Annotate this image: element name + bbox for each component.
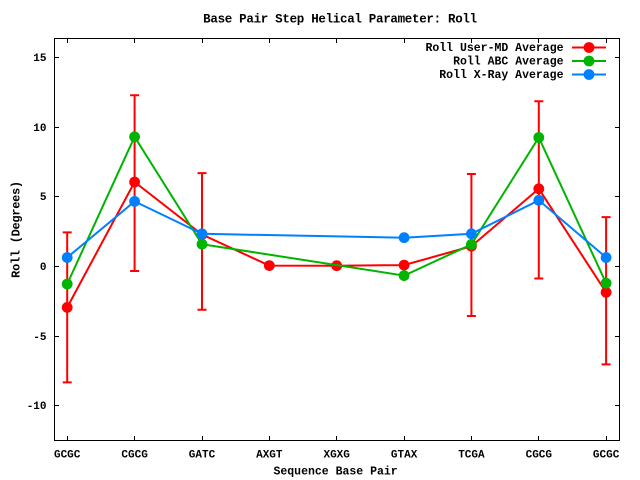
svg-text:TCGA: TCGA (458, 450, 485, 462)
svg-text:GATC: GATC (189, 450, 216, 462)
svg-text:AXGT: AXGT (256, 450, 283, 462)
svg-text:GCGC: GCGC (593, 450, 620, 462)
svg-text:0: 0 (40, 262, 47, 274)
svg-text:Roll User-MD Average: Roll User-MD Average (425, 42, 563, 55)
svg-text:Roll (Degrees): Roll (Degrees) (10, 181, 24, 278)
svg-text:GTAX: GTAX (391, 450, 418, 462)
svg-text:XGXG: XGXG (323, 450, 350, 462)
svg-text:-10: -10 (27, 401, 47, 413)
svg-text:CGCG: CGCG (121, 450, 148, 462)
svg-text:Roll X-Ray Average: Roll X-Ray Average (439, 69, 563, 82)
svg-text:Roll ABC Average: Roll ABC Average (453, 56, 564, 69)
svg-text:5: 5 (40, 192, 47, 204)
svg-text:Sequence Base Pair: Sequence Base Pair (273, 466, 397, 479)
svg-text:10: 10 (33, 123, 46, 135)
svg-text:CGCG: CGCG (526, 450, 553, 462)
svg-text:Base Pair Step Helical Paramet: Base Pair Step Helical Parameter: Roll (203, 13, 477, 27)
svg-text:15: 15 (33, 53, 47, 65)
svg-text:GCGC: GCGC (54, 450, 81, 462)
svg-text:-5: -5 (33, 332, 47, 344)
